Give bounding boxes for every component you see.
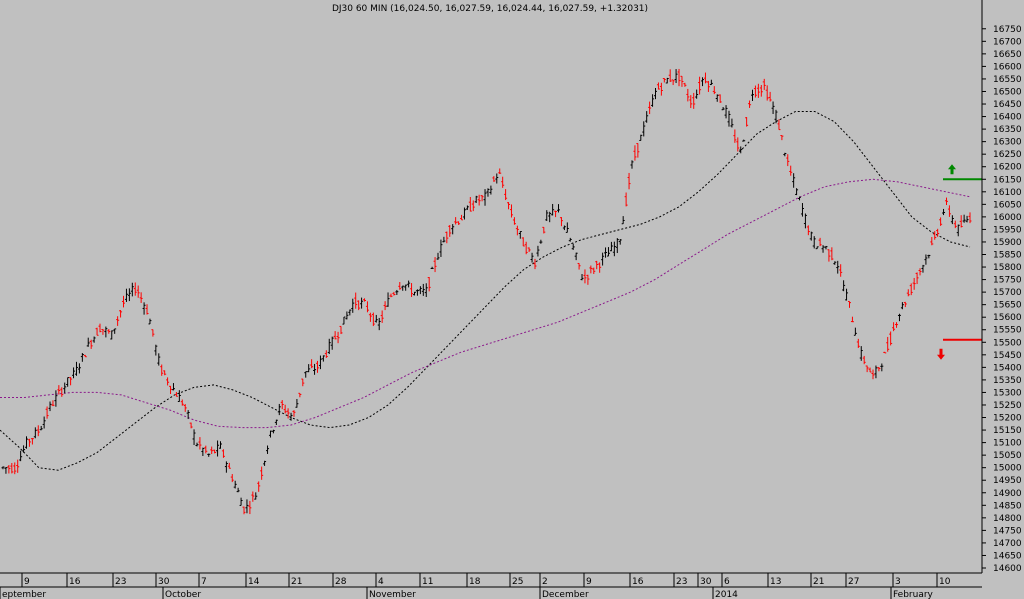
x-day-label: 7 <box>201 577 207 587</box>
x-day-label: 11 <box>422 577 433 587</box>
y-tick-label: 16350 <box>993 125 1022 135</box>
y-tick-label: 15250 <box>993 401 1022 411</box>
y-tick-label: 15500 <box>993 338 1022 348</box>
y-tick-label: 15800 <box>993 263 1022 273</box>
y-tick-label: 15700 <box>993 288 1022 298</box>
x-day-label: 6 <box>724 577 730 587</box>
x-day-label: 16 <box>632 577 644 587</box>
y-tick-label: 14650 <box>993 551 1022 561</box>
y-tick-label: 15150 <box>993 426 1022 436</box>
x-day-label: 23 <box>676 577 687 587</box>
x-month-label: November <box>369 590 416 599</box>
y-tick-label: 15450 <box>993 351 1022 361</box>
moving-average-line-2 <box>0 178 971 429</box>
y-tick-label: 14800 <box>993 514 1022 524</box>
x-day-label: 27 <box>848 577 859 587</box>
moving-averages <box>0 111 971 471</box>
x-day-label: 21 <box>813 577 824 587</box>
y-tick-label: 16150 <box>993 175 1022 185</box>
y-tick-label: 15000 <box>993 464 1022 474</box>
x-month-label: December <box>542 590 589 599</box>
x-day-label: 25 <box>512 577 523 587</box>
x-day-label: 23 <box>115 577 126 587</box>
x-day-label: 16 <box>69 577 81 587</box>
x-day-label: 10 <box>939 577 951 587</box>
y-tick-label: 15600 <box>993 313 1022 323</box>
y-tick-label: 16400 <box>993 113 1022 123</box>
y-tick-label: 15950 <box>993 225 1022 235</box>
x-month-label: 2014 <box>715 590 738 599</box>
y-tick-label: 15050 <box>993 451 1022 461</box>
x-day-label: 30 <box>158 577 170 587</box>
x-day-label: 14 <box>248 577 260 587</box>
x-day-label: 28 <box>335 577 347 587</box>
y-tick-label: 15200 <box>993 414 1022 424</box>
y-tick-label: 15550 <box>993 326 1022 336</box>
x-day-label: 9 <box>586 577 592 587</box>
y-tick-label: 16550 <box>993 75 1022 85</box>
y-tick-label: 14750 <box>993 526 1022 536</box>
y-tick-label: 16300 <box>993 138 1022 148</box>
y-tick-label: 16200 <box>993 163 1022 173</box>
y-tick-label: 16250 <box>993 150 1022 160</box>
y-tick-label: 16500 <box>993 87 1022 97</box>
x-month-label: February <box>893 590 934 599</box>
chart-title: DJ30 60 MIN (16,024.50, 16,027.59, 16,02… <box>332 4 648 14</box>
x-month-label: October <box>165 590 201 599</box>
y-tick-label: 15900 <box>993 238 1022 248</box>
y-tick-label: 16050 <box>993 200 1022 210</box>
price-bars <box>1 68 972 515</box>
annotations <box>937 164 982 360</box>
moving-average-line-1 <box>0 111 971 471</box>
y-tick-label: 16650 <box>993 50 1022 60</box>
x-day-label: 13 <box>770 577 781 587</box>
y-tick-label: 14700 <box>993 539 1022 549</box>
x-month-label: eptember <box>2 590 46 599</box>
y-tick-label: 14900 <box>993 489 1022 499</box>
y-tick-label: 14850 <box>993 501 1022 511</box>
x-day-label: 30 <box>700 577 712 587</box>
y-tick-label: 16000 <box>993 213 1022 223</box>
y-tick-label: 16100 <box>993 188 1022 198</box>
y-tick-label: 14950 <box>993 476 1022 486</box>
down-arrow-icon <box>937 348 945 360</box>
y-tick-label: 14600 <box>993 564 1022 574</box>
y-tick-label: 15350 <box>993 376 1022 386</box>
y-tick-label: 15750 <box>993 276 1022 286</box>
x-day-label: 18 <box>469 577 481 587</box>
y-tick-label: 15650 <box>993 301 1022 311</box>
x-day-label: 21 <box>291 577 302 587</box>
up-arrow-icon <box>948 164 956 175</box>
y-tick-label: 15850 <box>993 251 1022 261</box>
x-day-label: 4 <box>378 577 384 587</box>
x-day-label: 2 <box>542 577 548 587</box>
x-day-label: 9 <box>24 577 30 587</box>
y-tick-label: 15100 <box>993 439 1022 449</box>
y-tick-label: 16750 <box>993 25 1022 35</box>
y-tick-label: 15400 <box>993 363 1022 373</box>
y-tick-label: 16600 <box>993 62 1022 72</box>
y-tick-label: 15300 <box>993 388 1022 398</box>
x-day-label: 3 <box>895 577 901 587</box>
y-tick-label: 16700 <box>993 37 1022 47</box>
y-tick-label: 16450 <box>993 100 1022 110</box>
